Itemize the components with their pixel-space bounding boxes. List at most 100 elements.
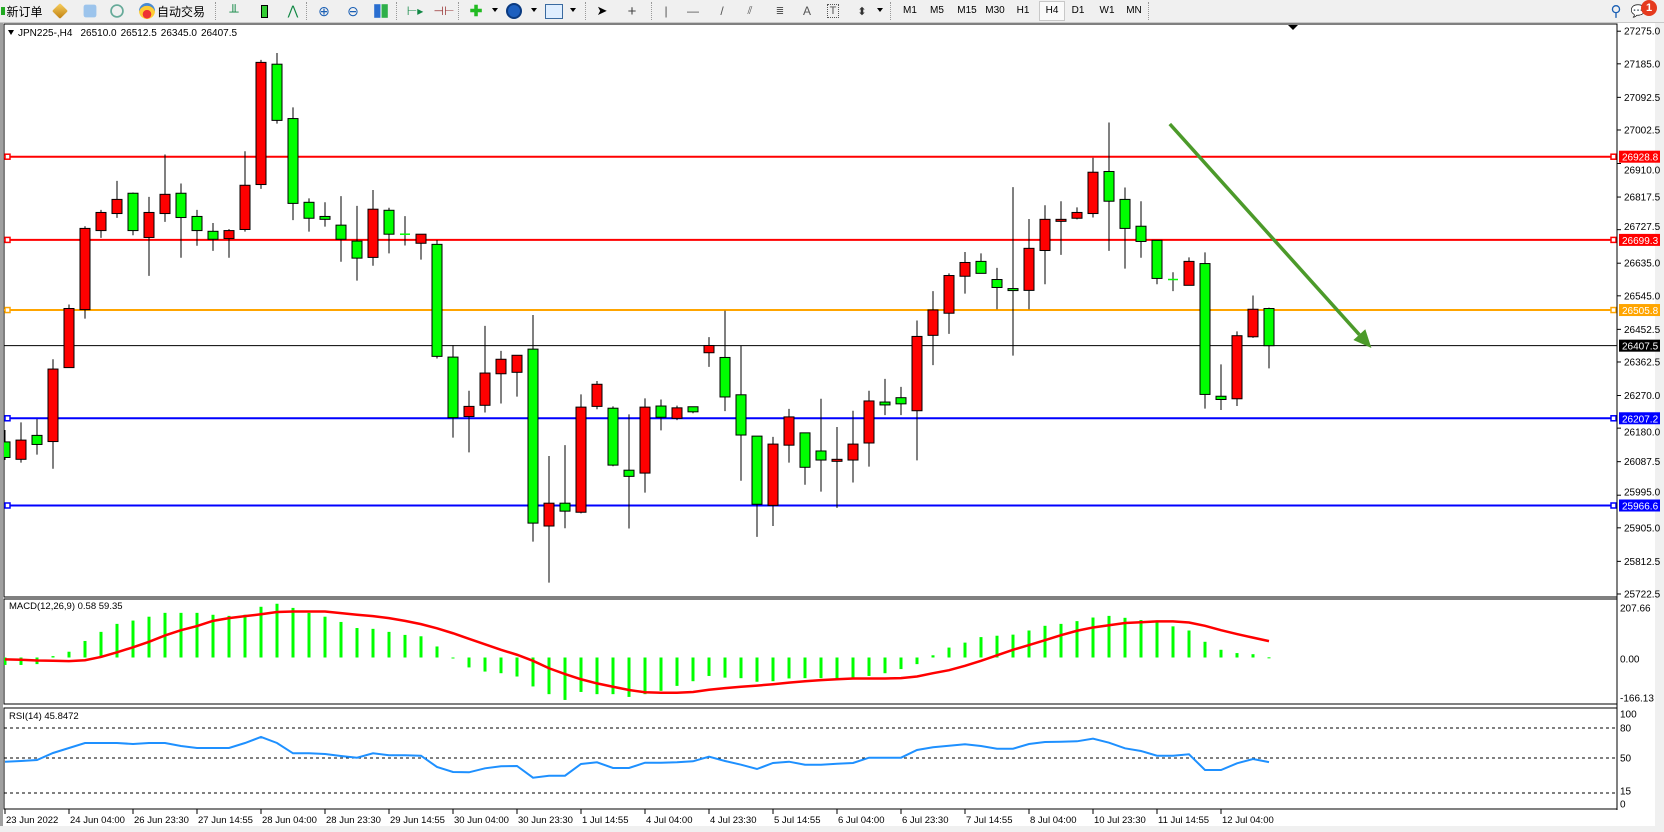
cursor-icon: ➤	[596, 3, 608, 18]
line-handle[interactable]	[1610, 502, 1617, 509]
macd-histogram-bar	[1203, 641, 1207, 658]
chart-shift-marker-icon[interactable]	[1288, 25, 1298, 30]
macd-histogram-bar	[819, 657, 823, 679]
tile-windows-button[interactable]	[373, 2, 389, 20]
text-label-button[interactable]: T	[825, 2, 841, 20]
auto-trading-label: 自动交易	[156, 4, 205, 19]
periods-button[interactable]	[506, 2, 522, 20]
candle	[143, 196, 155, 276]
chart-shift-button[interactable]: ⊣⊢	[434, 2, 455, 20]
line-handle[interactable]	[1610, 306, 1617, 314]
indicators-button[interactable]: ✚	[468, 2, 484, 20]
crosshair-button[interactable]: +	[624, 2, 640, 20]
arrows-button[interactable]: ⬍	[854, 2, 870, 20]
candle	[1247, 295, 1259, 338]
toolbar-separator	[651, 2, 653, 20]
header-open: 26510.0	[80, 28, 117, 39]
indicators-dropdown-icon[interactable]	[492, 8, 498, 12]
rsi-axis-label: 50	[1620, 754, 1632, 765]
tile-windows-icon	[374, 4, 388, 18]
bar-chart-button[interactable]: ╨	[226, 2, 242, 20]
timeframe-m30[interactable]: M30	[985, 5, 1005, 16]
macd-histogram-bar	[851, 657, 855, 679]
line-handle[interactable]	[4, 502, 11, 509]
horizontal-line[interactable]	[4, 236, 1617, 244]
timeframe-m15[interactable]: M15	[957, 5, 977, 16]
line-handle[interactable]	[4, 153, 11, 160]
new-order-button[interactable]: 新订单	[0, 2, 44, 20]
chart-menu-triangle-icon[interactable]	[8, 30, 14, 35]
timeframe-w1[interactable]: W1	[1099, 5, 1115, 16]
time-tick-label: 10 Jul 23:30	[1094, 815, 1146, 826]
candle-body	[607, 407, 619, 466]
search-button[interactable]: ⚲	[1608, 2, 1624, 20]
fibonacci-button[interactable]: ≣	[772, 2, 788, 20]
cursor-button[interactable]: ➤	[594, 2, 610, 20]
price-tick-label: 25722.5	[1624, 589, 1661, 600]
new-order-label: 新订单	[6, 4, 43, 19]
auto-scroll-button[interactable]: ⊢▸	[407, 2, 423, 20]
timeframe-d1[interactable]: D1	[1071, 5, 1085, 16]
navigator-button[interactable]	[82, 2, 98, 20]
macd-histogram-bar	[947, 647, 951, 658]
timeframe-h1[interactable]: H1	[1016, 5, 1030, 16]
horizontal-line-button[interactable]: —	[685, 2, 701, 20]
arrows-dropdown-icon[interactable]	[877, 8, 883, 12]
templates-button[interactable]	[545, 2, 563, 20]
horizontal-line[interactable]	[4, 153, 1617, 160]
zoom-in-button[interactable]: ⊕	[316, 2, 332, 20]
macd-histogram-bar	[115, 623, 119, 658]
trend-arrow[interactable]	[1168, 122, 1372, 349]
auto-trading-button[interactable]: 自动交易	[137, 2, 207, 20]
time-tick-label: 5 Jul 14:55	[774, 815, 820, 826]
candle-body	[207, 230, 219, 240]
signals-button[interactable]	[109, 2, 125, 20]
candle-body	[863, 400, 875, 444]
candlestick-button[interactable]	[256, 2, 272, 20]
vertical-line-button[interactable]: |	[658, 2, 674, 20]
candle-body	[879, 401, 891, 406]
equidistant-channel-button[interactable]: ⫽	[742, 2, 758, 20]
candle	[1183, 257, 1195, 286]
timeframe-h4[interactable]: H4	[1039, 1, 1065, 21]
macd-histogram-bar	[963, 642, 967, 658]
toolbar-separator	[396, 2, 398, 20]
line-handle[interactable]	[4, 236, 11, 244]
candle	[639, 398, 651, 493]
candle-body	[255, 61, 267, 186]
macd-histogram-bar	[691, 657, 695, 682]
line-handle[interactable]	[1610, 153, 1617, 160]
macd-panel[interactable]: MACD(12,26,9) 0.58 59.35	[3, 598, 1618, 705]
timeframe-m1[interactable]: M1	[903, 5, 917, 16]
indicators-icon: ✚	[469, 3, 483, 20]
timeframe-mn[interactable]: MN	[1126, 5, 1142, 16]
candle-body	[751, 435, 763, 505]
candle	[127, 192, 139, 236]
macd-histogram-bar	[19, 657, 23, 665]
price-tick-label: 26817.5	[1624, 193, 1661, 204]
horizontal-line[interactable]	[4, 306, 1617, 314]
macd-axis-label: -166.13	[1620, 694, 1654, 705]
timeframe-m5[interactable]: M5	[930, 5, 944, 16]
line-chart-button[interactable]: ⋀	[285, 2, 301, 20]
macd-histogram-bar	[1107, 615, 1111, 658]
trendline-button[interactable]: /	[714, 2, 730, 20]
text-button[interactable]: A	[799, 2, 815, 20]
candle	[879, 378, 891, 416]
templates-dropdown-icon[interactable]	[570, 8, 576, 12]
zoom-out-button[interactable]: ⊖	[345, 2, 361, 20]
line-handle[interactable]	[4, 415, 11, 422]
candle	[1231, 331, 1243, 407]
line-handle[interactable]	[1610, 415, 1617, 422]
price-tick-label: 26545.0	[1624, 291, 1661, 302]
horizontal-line[interactable]	[4, 502, 1617, 509]
time-tick-label: 30 Jun 23:30	[518, 815, 573, 826]
periods-dropdown-icon[interactable]	[531, 8, 537, 12]
line-handle[interactable]	[4, 306, 11, 314]
horizontal-line[interactable]	[4, 415, 1617, 422]
macd-histogram-bar	[531, 657, 535, 687]
candle	[287, 107, 299, 221]
price-tick-label: 27275.0	[1624, 27, 1661, 38]
line-handle[interactable]	[1610, 236, 1617, 244]
